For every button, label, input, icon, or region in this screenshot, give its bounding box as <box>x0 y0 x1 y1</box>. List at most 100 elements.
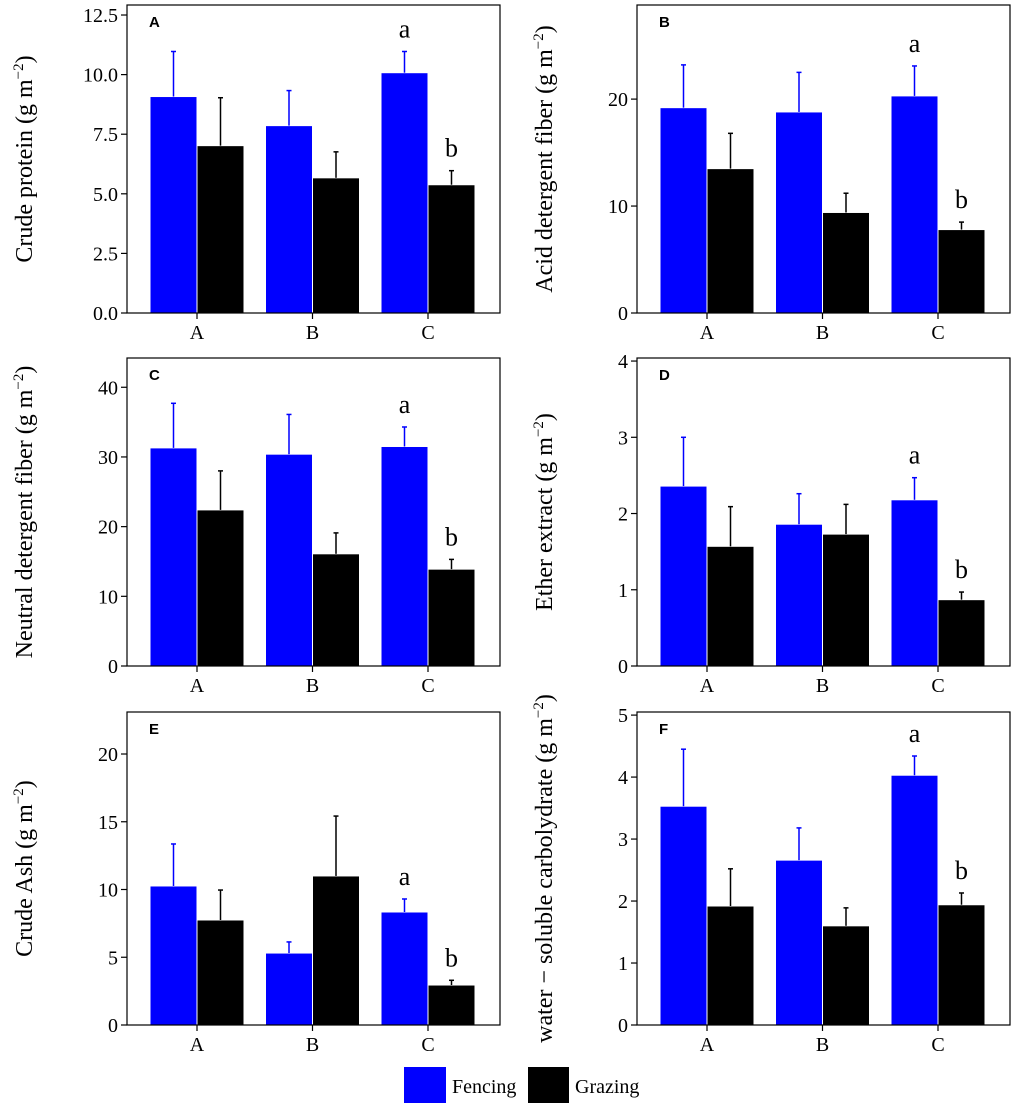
y-axis-title: water − soluble carbolydrate (g m−2) <box>531 694 558 1043</box>
x-tick-label-c: C <box>931 1034 944 1056</box>
y-tick-label: 2 <box>618 891 628 913</box>
y-tick-label: 4 <box>618 351 628 373</box>
significance-letter: a <box>909 441 921 470</box>
significance-letter: a <box>399 390 411 419</box>
y-tick-label: 4 <box>618 767 628 789</box>
bar-fencing-b <box>265 952 313 1026</box>
y-axis: 0 10 20 30 40 <box>98 377 127 678</box>
significance-letter: b <box>445 943 458 972</box>
bar-fencing-b <box>775 859 823 1026</box>
bar-fencing-a <box>149 96 198 314</box>
y-tick-label: 30 <box>98 447 118 469</box>
x-tick-label-b: B <box>306 322 319 344</box>
y-axis-title-exponent: −2 <box>11 63 27 79</box>
y-axis: 0 1 2 3 4 <box>618 351 637 678</box>
bar-grazing-c <box>427 184 476 314</box>
y-axis-title-exponent: −2 <box>11 374 27 390</box>
y-tick-label: 5 <box>618 705 628 727</box>
plot-frame <box>126 4 501 314</box>
y-axis-title-exponent: −2 <box>531 421 547 437</box>
bar-fencing-a <box>659 805 708 1026</box>
y-tick-label: 5 <box>108 947 118 969</box>
bar-fencing-a <box>149 885 198 1026</box>
x-tick-label-c: C <box>931 675 944 697</box>
panel-b: 0 10 20 A B C Acid detergent fiber (g m−2) Ba b <box>531 4 1011 344</box>
significance-letter: b <box>445 134 458 163</box>
y-tick-label: 10 <box>98 586 118 608</box>
x-axis: A B C <box>190 1025 435 1056</box>
y-axis-title: Crude protein (g m−2) <box>11 55 38 262</box>
bars <box>659 64 986 314</box>
legend-label-fencing: Fencing <box>452 1076 516 1098</box>
y-tick-label: 2.5 <box>93 243 118 265</box>
bar-grazing-b <box>822 533 870 667</box>
y-tick-label: 3 <box>618 427 628 449</box>
bar-grazing-c <box>937 229 986 314</box>
panel-label: E <box>149 721 159 738</box>
bar-fencing-b <box>775 111 823 314</box>
significance-letter: a <box>909 29 921 58</box>
bar-fencing-a <box>149 447 198 667</box>
y-tick-label: 0.0 <box>93 303 118 325</box>
panel-d: 0 1 2 3 4 A B C Ether extract (g m−2) Da b <box>531 351 1011 697</box>
y-tick-label: 0 <box>618 1015 628 1037</box>
bar-grazing-a <box>706 168 755 314</box>
y-tick-label: 12.5 <box>83 5 118 27</box>
y-axis-title-close: ) <box>12 366 38 374</box>
x-tick-label-a: A <box>700 322 715 344</box>
panel-label: C <box>149 367 160 384</box>
y-axis-title-exponent: −2 <box>11 788 27 804</box>
x-tick-label-a: A <box>700 1034 715 1056</box>
bar-fencing-c <box>380 72 429 314</box>
x-tick-label-c: C <box>421 322 434 344</box>
plot-frame <box>636 357 1011 667</box>
legend: Fencing Grazing <box>404 1067 639 1103</box>
x-tick-label-b: B <box>816 675 829 697</box>
y-tick-label: 0 <box>108 656 118 678</box>
y-tick-label: 5.0 <box>93 184 118 206</box>
significance-letter: a <box>909 719 921 748</box>
y-tick-label: 0 <box>618 656 628 678</box>
y-axis-title: Crude Ash (g m−2) <box>11 780 38 957</box>
bar-grazing-a <box>706 545 755 667</box>
significance-letter: b <box>955 856 968 885</box>
bar-grazing-b <box>822 211 870 314</box>
y-axis-title-close: ) <box>532 25 558 33</box>
bar-grazing-a <box>196 919 245 1026</box>
bar-fencing-c <box>890 95 939 314</box>
y-axis-title-close: ) <box>532 413 558 421</box>
y-axis-title-close: ) <box>12 780 38 788</box>
y-tick-label: 20 <box>608 89 628 111</box>
bar-fencing-a <box>659 107 708 314</box>
significance-letter: a <box>399 862 411 891</box>
x-axis: A B C <box>190 313 435 344</box>
x-tick-label-b: B <box>306 1034 319 1056</box>
bar-fencing-c <box>380 911 429 1026</box>
y-axis-title: Ether extract (g m−2) <box>531 413 558 611</box>
y-tick-label: 40 <box>98 377 118 399</box>
y-axis-title-close: ) <box>12 55 38 63</box>
bar-fencing-b <box>775 523 823 667</box>
panel-label: D <box>659 367 670 384</box>
bar-fencing-b <box>265 453 313 667</box>
y-tick-label: 10 <box>98 880 118 902</box>
y-tick-label: 1 <box>618 580 628 602</box>
plot-frame <box>126 357 501 667</box>
y-tick-label: 15 <box>98 812 118 834</box>
bar-grazing-b <box>312 875 360 1026</box>
bar-grazing-b <box>312 177 360 314</box>
plot-frame <box>126 711 501 1026</box>
x-axis: A B C <box>700 666 945 697</box>
x-axis: A B C <box>700 313 945 344</box>
y-axis-title-exponent: −2 <box>531 33 547 49</box>
y-axis-title-text: Ether extract (g m <box>532 437 558 611</box>
bar-fencing-c <box>890 774 939 1026</box>
x-axis: A B C <box>190 666 435 697</box>
y-tick-label: 0 <box>618 303 628 325</box>
y-tick-label: 1 <box>618 953 628 975</box>
y-axis-title-text: Crude protein (g m <box>12 79 38 263</box>
y-axis-title-text: Crude Ash (g m <box>12 804 38 957</box>
bar-grazing-c <box>427 568 476 667</box>
x-tick-label-a: A <box>190 322 205 344</box>
bars <box>149 50 476 314</box>
